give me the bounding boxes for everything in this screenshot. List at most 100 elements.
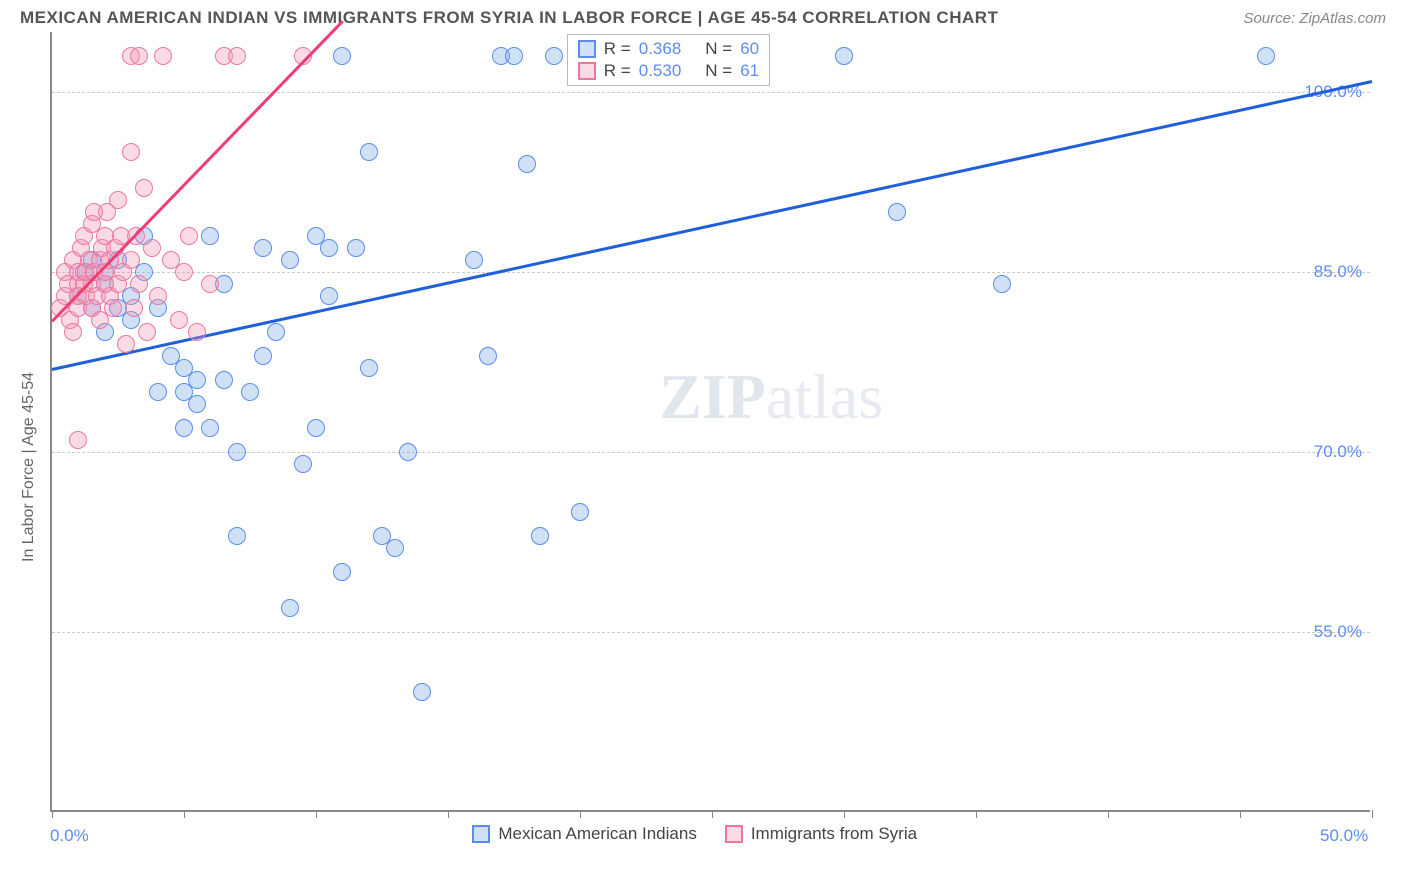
data-point-mex — [386, 539, 404, 557]
chart-area: In Labor Force | Age 45-54 ZIPatlas 55.0… — [0, 32, 1406, 862]
data-point-mex — [888, 203, 906, 221]
data-point-syr — [122, 251, 140, 269]
source-label: Source: ZipAtlas.com — [1243, 10, 1386, 27]
legend-row-mex: R = 0.368 N = 60 — [578, 39, 759, 59]
data-point-mex — [281, 251, 299, 269]
x-tick — [184, 810, 185, 818]
data-point-mex — [1257, 47, 1275, 65]
legend-swatch-mex — [578, 40, 596, 58]
legend-swatch-syr — [578, 62, 596, 80]
y-tick-label: 55.0% — [1314, 622, 1362, 642]
data-point-syr — [104, 299, 122, 317]
x-tick — [316, 810, 317, 818]
data-point-mex — [333, 563, 351, 581]
data-point-mex — [320, 287, 338, 305]
trend-line-syr — [51, 20, 344, 322]
data-point-syr — [130, 275, 148, 293]
data-point-mex — [479, 347, 497, 365]
legend-R-value-mex: 0.368 — [639, 39, 682, 59]
x-tick — [844, 810, 845, 818]
data-point-mex — [360, 359, 378, 377]
data-point-syr — [170, 311, 188, 329]
data-point-mex — [175, 419, 193, 437]
bottom-legend: Mexican American Indians Immigrants from … — [472, 824, 917, 844]
legend-R-value-syr: 0.530 — [639, 61, 682, 81]
data-point-mex — [571, 503, 589, 521]
trend-line-mex — [52, 80, 1373, 371]
data-point-mex — [347, 239, 365, 257]
data-point-syr — [201, 275, 219, 293]
data-point-mex — [149, 383, 167, 401]
y-gridline — [52, 272, 1370, 273]
bottom-legend-swatch-syr — [725, 825, 743, 843]
data-point-mex — [228, 443, 246, 461]
data-point-syr — [228, 47, 246, 65]
bottom-legend-item-syr: Immigrants from Syria — [725, 824, 917, 844]
bottom-legend-label-syr: Immigrants from Syria — [751, 824, 917, 844]
data-point-mex — [188, 395, 206, 413]
data-point-mex — [333, 47, 351, 65]
x-tick — [1372, 810, 1373, 818]
y-gridline — [52, 452, 1370, 453]
y-gridline — [52, 92, 1370, 93]
data-point-syr — [69, 431, 87, 449]
data-point-mex — [254, 347, 272, 365]
bottom-legend-swatch-mex — [472, 825, 490, 843]
data-point-syr — [154, 47, 172, 65]
legend-N-label: N = — [705, 39, 732, 59]
data-point-mex — [545, 47, 563, 65]
y-tick-label: 70.0% — [1314, 442, 1362, 462]
data-point-mex — [835, 47, 853, 65]
data-point-mex — [413, 683, 431, 701]
data-point-mex — [215, 371, 233, 389]
x-axis-min-label: 0.0% — [50, 826, 89, 846]
data-point-syr — [175, 263, 193, 281]
data-point-mex — [241, 383, 259, 401]
data-point-syr — [135, 179, 153, 197]
x-axis-max-label: 50.0% — [1320, 826, 1368, 846]
data-point-mex — [228, 527, 246, 545]
data-point-mex — [281, 599, 299, 617]
legend-row-syr: R = 0.530 N = 61 — [578, 61, 759, 81]
legend-N-value-mex: 60 — [740, 39, 759, 59]
y-tick-label: 85.0% — [1314, 262, 1362, 282]
data-point-syr — [149, 287, 167, 305]
x-tick — [52, 810, 53, 818]
data-point-syr — [180, 227, 198, 245]
x-tick — [580, 810, 581, 818]
data-point-mex — [360, 143, 378, 161]
legend-R-label: R = — [604, 39, 631, 59]
plot-area: ZIPatlas 55.0%70.0%85.0%100.0%R =0.368N … — [50, 32, 1370, 812]
y-gridline — [52, 632, 1370, 633]
data-point-mex — [307, 419, 325, 437]
data-point-mex — [267, 323, 285, 341]
data-point-syr — [109, 191, 127, 209]
data-point-syr — [122, 143, 140, 161]
y-axis-title: In Labor Force | Age 45-54 — [20, 372, 38, 562]
chart-title: MEXICAN AMERICAN INDIAN VS IMMIGRANTS FR… — [20, 8, 998, 28]
data-point-mex — [465, 251, 483, 269]
data-point-mex — [399, 443, 417, 461]
data-point-syr — [143, 239, 161, 257]
data-point-syr — [188, 323, 206, 341]
data-point-mex — [518, 155, 536, 173]
x-tick — [1240, 810, 1241, 818]
data-point-mex — [993, 275, 1011, 293]
data-point-mex — [188, 371, 206, 389]
x-tick — [1108, 810, 1109, 818]
legend-N-value-syr: 61 — [740, 61, 759, 81]
x-tick — [448, 810, 449, 818]
data-point-syr — [138, 323, 156, 341]
x-tick — [976, 810, 977, 818]
legend-R-label: R = — [604, 61, 631, 81]
data-point-mex — [201, 227, 219, 245]
data-point-mex — [254, 239, 272, 257]
data-point-mex — [505, 47, 523, 65]
data-point-syr — [64, 323, 82, 341]
data-point-mex — [294, 455, 312, 473]
correlation-legend: R = 0.368 N = 60 R = 0.530 N = 61 — [567, 34, 770, 86]
data-point-mex — [320, 239, 338, 257]
data-point-mex — [201, 419, 219, 437]
bottom-legend-label-mex: Mexican American Indians — [498, 824, 696, 844]
legend-N-label: N = — [705, 61, 732, 81]
